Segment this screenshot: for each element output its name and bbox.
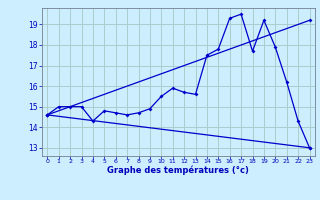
X-axis label: Graphe des températures (°c): Graphe des températures (°c) xyxy=(108,166,249,175)
